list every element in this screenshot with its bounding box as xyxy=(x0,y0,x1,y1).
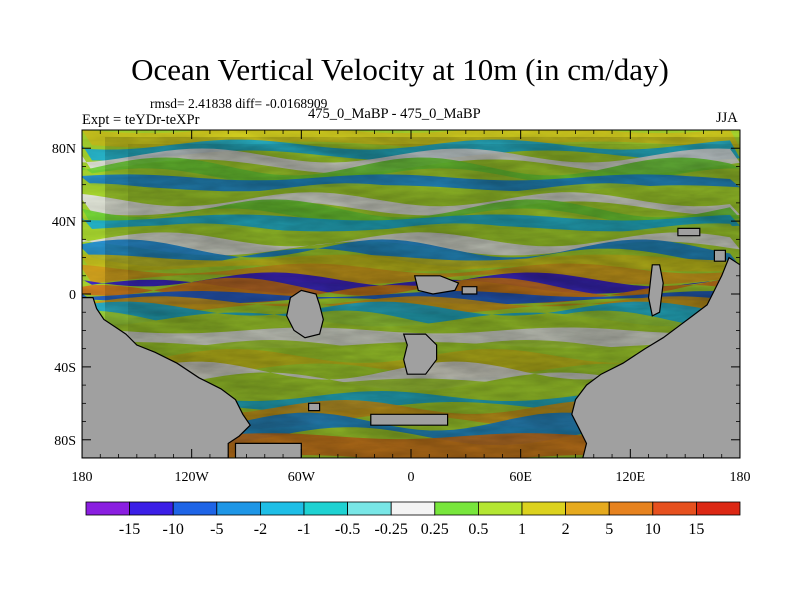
colorbar-label: 0.25 xyxy=(421,521,449,538)
land-paleo-continent-west xyxy=(82,297,251,458)
colorbar-box xyxy=(477,501,523,516)
land-island-south-atlantic xyxy=(402,333,438,375)
land-island-east-arc xyxy=(647,264,664,317)
land-island-south-small xyxy=(308,402,321,412)
colorbar-box xyxy=(129,501,174,516)
x-tick-label: 180 xyxy=(72,470,93,485)
y-tick-label: 40N xyxy=(52,215,76,230)
x-tick-label: 180 xyxy=(730,470,751,485)
y-tick-label: 80S xyxy=(54,434,76,449)
y-tick-label: 80N xyxy=(52,142,76,157)
colorbar-box xyxy=(216,501,261,516)
subtitle: 475_0_MaBP - 475_0_MaBP xyxy=(308,106,481,122)
figure-title: Ocean Vertical Velocity at 10m (in cm/da… xyxy=(131,52,669,87)
colorbar-label: 1 xyxy=(518,521,526,538)
colorbar-label: -5 xyxy=(210,521,223,538)
stats-line: rmsd= 2.41838 diff= -0.0168909 xyxy=(150,96,328,111)
colorbar-label: -15 xyxy=(119,521,140,538)
colorbar-label: -1 xyxy=(297,521,310,538)
x-tick-label: 120E xyxy=(616,470,646,485)
colorbar-label: 15 xyxy=(688,521,704,538)
axes: 180 120W 60W 0 60E 120E 180 80N 40N 0 40S 80S xyxy=(52,130,751,485)
colorbar-box xyxy=(608,501,654,516)
colorbar-label: -2 xyxy=(254,521,267,538)
land-island-far-east xyxy=(713,249,727,262)
x-tick-label: 60W xyxy=(288,470,316,485)
y-tick-label: 0 xyxy=(69,288,76,303)
x-tick-label: 0 xyxy=(408,470,415,485)
colorbar-box xyxy=(259,501,305,516)
colorbar-box xyxy=(347,501,392,516)
experiment-label: Expt = teYDr-teXPr xyxy=(82,112,200,128)
y-tick-label: 40S xyxy=(54,361,76,376)
land-island-equatorial-2 xyxy=(461,286,478,295)
colorbar-label: 10 xyxy=(645,521,661,538)
colorbar-label: -0.25 xyxy=(375,521,408,538)
x-tick-label: 120W xyxy=(175,470,210,485)
colorbar-label: 0.5 xyxy=(468,521,488,538)
colorbar-box xyxy=(696,501,741,516)
x-tick-label: 60E xyxy=(509,470,532,485)
land-island-pacific xyxy=(286,289,324,339)
season-label: JJA xyxy=(716,110,738,126)
colorbar-box xyxy=(85,501,130,516)
colorbar-label: -10 xyxy=(163,521,184,538)
colorbar-box xyxy=(434,501,479,516)
colorbar: -15 -10 -5 -2 -1 -0.5 -0.25 0.25 0.5 1 2 5 10 15 xyxy=(85,501,741,538)
colorbar-box xyxy=(172,501,218,516)
land-island-south-strip xyxy=(370,413,449,426)
land-antarctic-sliver xyxy=(234,442,302,458)
colorbar-label: -0.5 xyxy=(335,521,360,538)
land-island-north-east xyxy=(677,227,701,237)
colorbar-label: 2 xyxy=(562,521,570,538)
colorbar-box xyxy=(565,501,610,516)
colorbar-box xyxy=(303,501,348,516)
colorbar-box xyxy=(652,501,697,516)
land-layer xyxy=(82,227,740,458)
land-paleo-continent-east xyxy=(571,256,740,458)
colorbar-label: 5 xyxy=(605,521,613,538)
land-island-equatorial-1 xyxy=(413,275,460,295)
colorbar-box xyxy=(521,501,566,516)
colorbar-box xyxy=(390,501,436,516)
